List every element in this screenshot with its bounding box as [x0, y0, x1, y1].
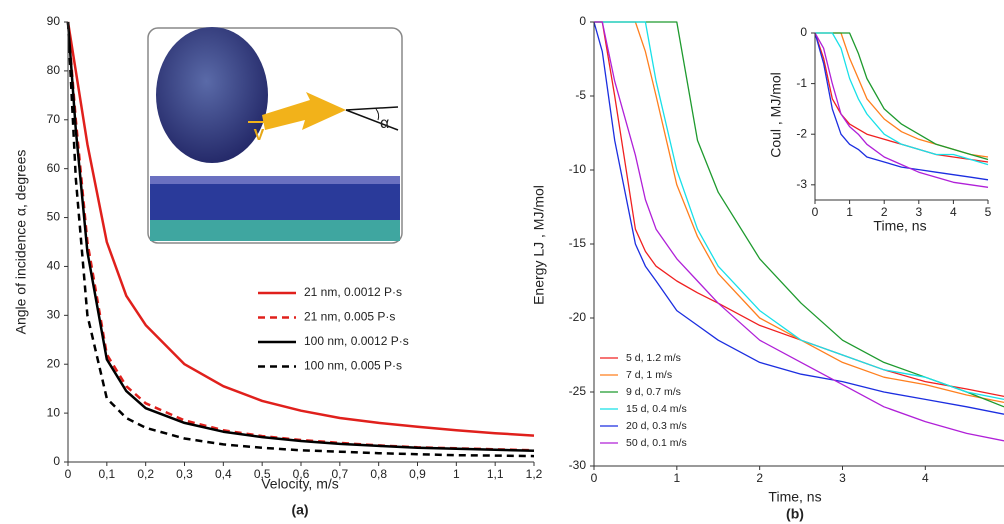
x-tick-label: 0,3: [176, 467, 193, 481]
legend-label: 20 d, 0.3 m/s: [626, 420, 687, 432]
panel-label: (b): [786, 506, 804, 522]
y-tick-label: 20: [47, 356, 61, 370]
x-tick-label: 0,1: [98, 467, 115, 481]
x-tick-label: 1: [453, 467, 460, 481]
x-tick-label: 1: [673, 471, 680, 485]
x-tick-label: 3: [839, 471, 846, 485]
legend-label: 100 nm, 0.005 P·s: [304, 359, 402, 373]
series-line: [594, 21, 1004, 398]
y-tick-label: -10: [569, 162, 587, 176]
y-tick-label: 80: [47, 63, 61, 77]
y-tick-label: 0: [579, 14, 586, 28]
y-tick-label: 0: [800, 25, 807, 39]
series-line: [594, 21, 1004, 442]
y-tick-label: 0: [53, 454, 60, 468]
legend-label: 21 nm, 0.005 P·s: [304, 310, 395, 324]
y-tick-label: -20: [569, 310, 587, 324]
x-tick-label: 0,4: [215, 467, 232, 481]
x-tick-label: 0: [591, 471, 598, 485]
series-line: [814, 32, 989, 163]
x-tick-label: 1: [846, 205, 853, 219]
y-axis-label: Angle of incidence α, degrees: [13, 150, 29, 335]
x-tick-label: 0: [65, 467, 72, 481]
x-axis-label: Time, ns: [873, 218, 926, 234]
x-tick-label: 0,2: [137, 467, 154, 481]
y-tick-label: 70: [47, 112, 61, 126]
legend-label: 50 d, 0.1 m/s: [626, 437, 687, 449]
series-line: [66, 21, 535, 452]
y-tick-label: 90: [47, 14, 61, 28]
x-tick-label: 3: [915, 205, 922, 219]
legend-label: 15 d, 0.4 m/s: [626, 403, 687, 415]
x-tick-label: 0,7: [331, 467, 348, 481]
y-tick-label: -25: [569, 384, 587, 398]
inset-background: [775, 25, 996, 237]
legend-label: 5 d, 1.2 m/s: [626, 352, 681, 364]
y-axis-label: Coul , MJ/mol: [768, 72, 784, 158]
x-axis-label: Velocity, m/s: [261, 476, 339, 492]
chart: 0 0,1 0,2 0,3 0,4 0,5 0,6 0,7 0,8 0,9 1 1,1 1,2 0 10 20…: [13, 14, 543, 518]
x-tick-label: 0,6: [293, 467, 310, 481]
series-line: [66, 21, 535, 458]
y-tick-label: -5: [575, 88, 586, 102]
series-line: [594, 21, 1004, 401]
y-tick-label: 40: [47, 259, 61, 273]
x-tick-label: 1,2: [526, 467, 543, 481]
x-tick-label: 2: [881, 205, 888, 219]
y-tick-label: 50: [47, 210, 61, 224]
series-line: [815, 32, 989, 161]
y-axis-label: Energy LJ , MJ/mol: [531, 185, 547, 305]
y-tick-label: -2: [796, 126, 807, 140]
angle-label: α: [380, 115, 389, 132]
x-tick-label: 0: [812, 205, 819, 219]
chart: 0 1 2 3 4 5 -3 -2 -1 0 Time, ns Coul , MJ/mol: [768, 25, 996, 237]
series-line: [66, 21, 535, 437]
legend-label: 9 d, 0.7 m/s: [626, 386, 681, 398]
series-line: [593, 21, 1004, 415]
x-axis-label: Time, ns: [768, 489, 821, 505]
x-tick-label: 4: [950, 205, 957, 219]
x-tick-label: 0,9: [409, 467, 426, 481]
legend-label: 7 d, 1 m/s: [626, 369, 672, 381]
x-tick-label: 5: [985, 205, 992, 219]
panel-label: (a): [291, 502, 308, 518]
legend-label: 100 nm, 0.0012 P·s: [304, 334, 409, 348]
x-tick-label: 2: [756, 471, 763, 485]
x-tick-label: 1,1: [487, 467, 504, 481]
y-tick-label: -3: [796, 177, 807, 191]
y-tick-label: 10: [47, 405, 61, 419]
x-tick-label: 0,5: [254, 467, 271, 481]
y-tick-label: -30: [569, 458, 587, 472]
series-line: [66, 21, 535, 453]
x-tick-label: 0,8: [370, 467, 387, 481]
y-tick-label: 30: [47, 308, 61, 322]
x-tick-label: 4: [922, 471, 929, 485]
series-line: [815, 32, 989, 166]
y-tick-label: -1: [796, 76, 807, 90]
series-line: [814, 32, 989, 181]
legend-label: 21 nm, 0.0012 P·s: [304, 285, 402, 299]
velocity-label: V: [254, 127, 265, 144]
inset-picture: [147, 27, 403, 244]
y-tick-label: -15: [569, 236, 587, 250]
series-line: [814, 32, 989, 188]
y-tick-label: 60: [47, 161, 61, 175]
